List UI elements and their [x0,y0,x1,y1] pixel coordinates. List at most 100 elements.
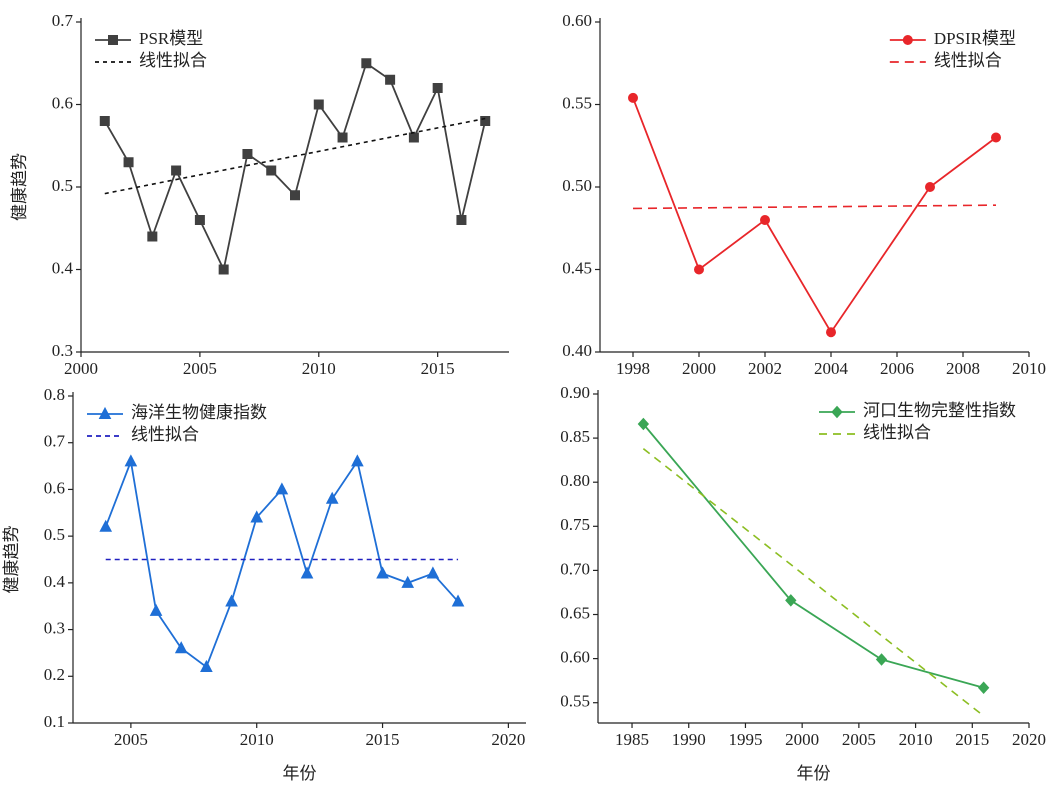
x-tick-label: 2005 [183,359,217,378]
marker [902,35,913,45]
series-line [642,448,985,717]
marker [376,566,389,579]
y-tick-label: 0.5 [44,525,65,544]
marker [147,231,158,242]
x-tick-label: 2002 [748,359,782,378]
marker [171,165,182,176]
series-line [632,97,997,334]
y-tick-label: 0.80 [560,471,590,490]
marker [275,482,289,495]
y-tick-label: 0.7 [44,432,66,451]
x-tick-label: 2010 [302,359,336,378]
marker [456,215,467,225]
marker [98,406,112,419]
y-tick-label: 0.50 [562,176,592,195]
marker [174,641,188,654]
marker [361,58,372,69]
marker [826,327,836,338]
x-axis-label: 年份 [283,764,317,783]
marker [831,405,843,419]
marker [385,74,396,85]
x-tick-label: 2005 [114,730,148,749]
legend-label: 线性拟合 [139,51,207,70]
x-tick-label: 1995 [728,730,762,749]
y-tick-label: 0.55 [562,93,592,112]
x-tick-label: 2015 [955,730,989,749]
marker [408,132,419,143]
x-tick-label: 2020 [491,730,525,749]
y-tick-label: 0.60 [562,11,592,30]
y-tick-label: 0.40 [562,341,592,360]
x-tick-label: 2000 [64,359,98,378]
x-tick-label: 2004 [814,359,849,378]
marker [313,99,324,110]
legend-label: 河口生物完整性指数 [863,401,1016,420]
marker [991,132,1001,143]
marker [451,594,465,607]
marker [108,35,118,45]
marker [99,116,110,126]
legend-label: 海洋生物健康指数 [131,403,267,422]
y-tick-label: 0.4 [52,258,74,277]
marker [218,264,229,275]
y-axis-label: 健康趋势 [2,526,21,594]
y-tick-label: 0.1 [44,712,65,731]
marker [628,92,638,103]
x-tick-label: 2000 [785,730,819,749]
y-tick-label: 0.85 [560,427,590,446]
y-tick-label: 0.8 [44,385,65,404]
marker [760,215,770,225]
marker [194,215,205,225]
legend-label: 线性拟合 [934,51,1002,70]
x-tick-label: 1998 [616,359,650,378]
y-tick-label: 0.2 [44,665,65,684]
y-tick-label: 0.75 [560,515,590,534]
marker [325,491,339,504]
legend-label: 线性拟合 [131,425,199,444]
marker [977,681,990,694]
y-tick-label: 0.6 [52,93,73,112]
marker [875,653,888,666]
x-tick-label: 2020 [1012,730,1046,749]
x-tick-label: 2008 [946,359,980,378]
marker [401,575,415,588]
marker [637,417,650,431]
marker [426,566,440,579]
marker [351,454,364,467]
x-tick-label: 1985 [615,730,649,749]
y-axis-label: 健康趋势 [10,153,29,221]
marker [250,510,264,523]
y-tick-label: 0.55 [560,692,590,711]
legend-label: 线性拟合 [863,423,931,442]
x-tick-label: 2005 [842,730,876,749]
y-tick-label: 0.6 [44,478,65,497]
marker [242,149,253,159]
marker [925,182,935,192]
marker [99,519,113,532]
legend-label: DPSIR模型 [934,29,1016,48]
x-tick-label: 2000 [682,359,716,378]
marker [149,603,163,616]
y-tick-label: 0.7 [52,11,74,30]
marker [124,454,138,467]
x-tick-label: 2010 [240,730,274,749]
marker [694,264,704,275]
y-tick-label: 0.90 [560,383,590,402]
y-tick-label: 0.45 [562,258,592,277]
x-tick-label: 2010 [1012,359,1046,378]
x-tick-label: 2006 [880,359,914,378]
marker [123,157,134,168]
series-line [103,61,487,273]
marker [290,190,300,201]
series-line [642,423,984,689]
y-tick-label: 0.70 [560,559,590,578]
marker [480,116,491,126]
y-tick-label: 0.3 [52,341,73,360]
marker [200,659,213,672]
